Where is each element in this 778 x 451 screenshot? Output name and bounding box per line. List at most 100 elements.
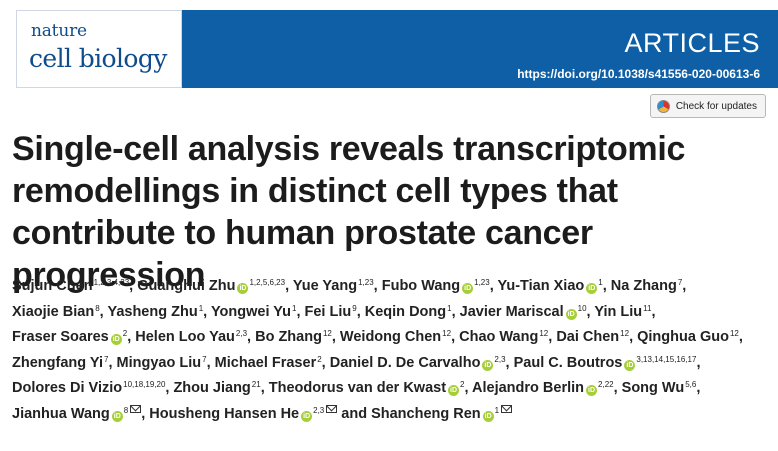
affiliation-marker[interactable]: 1,23 [358, 278, 374, 287]
affiliation-marker[interactable]: 12 [539, 329, 549, 338]
affiliation-marker[interactable]: 12 [322, 329, 332, 338]
author-name[interactable]: Bo Zhang12 [255, 329, 332, 345]
affiliation-marker[interactable]: 1 [494, 405, 500, 415]
author-name[interactable]: Fei Liu9 [305, 304, 357, 320]
author-name-text: Yue Yang [292, 278, 358, 294]
author-name[interactable]: Yasheng Zhu1 [107, 304, 203, 320]
author-name[interactable]: Yin Liu11 [594, 304, 651, 320]
orcid-icon[interactable]: iD [448, 385, 460, 396]
author-name[interactable]: Guanghui Zhu iD1,2,5,6,23 [137, 278, 285, 294]
affiliation-marker[interactable]: 1 [292, 303, 297, 313]
orcid-icon[interactable]: iD [482, 410, 494, 422]
orcid-icon[interactable]: iD [624, 359, 636, 371]
affiliation-marker[interactable]: 2,3 [313, 405, 325, 415]
affiliation-marker[interactable]: 10 [577, 303, 587, 313]
email-icon[interactable] [501, 404, 513, 413]
author-name[interactable]: Xiaojie Bian8 [12, 304, 100, 320]
author-name[interactable]: Housheng Hansen He iD2,3 [149, 404, 338, 422]
author-name-text: Dolores Di Vizio [12, 380, 123, 396]
author-name[interactable]: Helen Loo Yau2,3 [135, 329, 247, 345]
affiliation-marker[interactable]: 1 [598, 278, 603, 287]
author-name[interactable]: Zhengfang Yi7 [12, 355, 108, 371]
author-name[interactable]: Mingyao Liu7 [117, 355, 207, 371]
author-name[interactable]: Javier Mariscal iD10 [460, 304, 587, 320]
author-name[interactable]: Michael Fraser2 [215, 355, 322, 371]
author-name-text: Weidong Chen [339, 329, 442, 345]
author-name[interactable]: Na Zhang7 [611, 278, 683, 294]
affiliation-marker[interactable]: 9 [352, 303, 357, 313]
orcid-icon[interactable]: iD [110, 334, 122, 345]
affiliation-marker[interactable]: 10,18,19,20 [123, 380, 166, 389]
author-name[interactable]: Alejandro Berlin iD2,22 [472, 380, 614, 396]
orcid-icon[interactable]: iD [237, 283, 249, 294]
author-name[interactable]: Fraser Soares iD2 [12, 329, 127, 345]
author-name[interactable]: Sujun Chen1,2,3,4,23 [12, 278, 129, 294]
orcid-icon[interactable]: iD [482, 359, 494, 371]
author-name-text: Housheng Hansen He [149, 405, 300, 422]
author-name[interactable]: Dai Chen12 [556, 329, 629, 345]
affiliation-marker[interactable]: 1,2,5,6,23 [249, 278, 286, 287]
affiliation-marker[interactable]: 8 [95, 303, 100, 313]
affiliation-marker[interactable]: 2,3 [235, 329, 248, 338]
orcid-icon[interactable]: iD [111, 410, 123, 422]
affiliation-marker[interactable]: 2 [460, 380, 465, 389]
author-name[interactable]: Yue Yang1,23 [293, 278, 374, 294]
journal-logo[interactable]: nature cell biology [16, 10, 182, 88]
orcid-icon[interactable]: iD [586, 385, 598, 396]
affiliation-marker[interactable]: 11 [643, 303, 652, 313]
check-for-updates-button[interactable]: Check for updates [649, 94, 766, 118]
author-name-text: Na Zhang [610, 278, 677, 294]
author-name-text: Qinghua Guo [637, 329, 729, 345]
author-name-text: Zhou Jiang [173, 380, 251, 396]
author-name[interactable]: Zhou Jiang21 [173, 380, 260, 396]
email-icon[interactable] [130, 404, 142, 413]
author-name[interactable]: Dolores Di Vizio10,18,19,20 [12, 380, 165, 396]
affiliation-marker[interactable]: 3,13,14,15,16,17 [636, 354, 697, 364]
author-name[interactable]: Qinghua Guo12 [637, 329, 739, 345]
affiliation-marker[interactable]: 21 [251, 380, 261, 389]
affiliation-marker[interactable]: 5,6 [685, 380, 697, 389]
orcid-icon[interactable]: iD [565, 308, 577, 320]
doi-link[interactable]: https://doi.org/10.1038/s41556-020-00613… [517, 67, 760, 81]
check-for-updates-label: Check for updates [675, 100, 757, 112]
affiliation-marker[interactable]: 8 [123, 405, 129, 415]
orcid-icon[interactable]: iD [301, 410, 313, 422]
author-name[interactable]: Theodorus van der Kwast iD2 [269, 380, 465, 396]
affiliation-marker[interactable]: 2 [317, 354, 322, 364]
affiliation-marker[interactable]: 7 [677, 278, 683, 287]
author-name[interactable]: Fubo Wang iD1,23 [382, 278, 490, 294]
email-icon[interactable] [326, 404, 338, 413]
author-name[interactable]: Paul C. Boutros iD3,13,14,15,16,17 [514, 354, 697, 371]
affiliation-marker[interactable]: 1,2,3,4,23 [93, 278, 130, 287]
author-name-text: Yin Liu [594, 303, 643, 320]
affiliation-marker[interactable]: 12 [442, 329, 452, 338]
author-name-text: Keqin Dong [364, 303, 447, 320]
author-name[interactable]: Shancheng Ren iD1 [371, 404, 513, 422]
affiliation-marker[interactable]: 12 [620, 329, 630, 338]
author-name[interactable]: Jianhua Wang iD8 [12, 404, 142, 422]
author-name-text: Zhengfang Yi [12, 354, 104, 371]
affiliation-marker[interactable]: 2 [122, 329, 128, 338]
affiliation-marker[interactable]: 2,3 [494, 354, 506, 364]
author-name[interactable]: Daniel D. De Carvalho iD2,3 [330, 355, 506, 371]
affiliation-marker[interactable]: 1 [447, 303, 452, 313]
journal-header: nature cell biology ARTICLES https://doi… [0, 0, 778, 88]
affiliation-marker[interactable]: 1,23 [474, 278, 490, 287]
author-name[interactable]: Yu-Tian Xiao iD1 [498, 278, 603, 294]
author-name-text: Fei Liu [304, 303, 352, 320]
affiliation-marker[interactable]: 7 [104, 354, 109, 364]
author-name-text: Fraser Soares [12, 329, 109, 345]
author-name-text: Alejandro Berlin [472, 380, 585, 396]
author-name-text: Guanghui Zhu [137, 278, 236, 294]
affiliation-marker[interactable]: 2,22 [598, 380, 614, 389]
author-name[interactable]: Yongwei Yu1 [211, 304, 297, 320]
author-name[interactable]: Chao Wang12 [459, 329, 548, 345]
author-name[interactable]: Song Wu5,6 [622, 380, 697, 396]
author-name[interactable]: Keqin Dong1 [365, 304, 452, 320]
orcid-icon[interactable]: iD [586, 283, 598, 294]
affiliation-marker[interactable]: 7 [202, 354, 207, 364]
affiliation-marker[interactable]: 1 [198, 303, 204, 313]
author-name[interactable]: Weidong Chen12 [340, 329, 451, 345]
affiliation-marker[interactable]: 12 [729, 329, 739, 338]
orcid-icon[interactable]: iD [462, 283, 474, 294]
